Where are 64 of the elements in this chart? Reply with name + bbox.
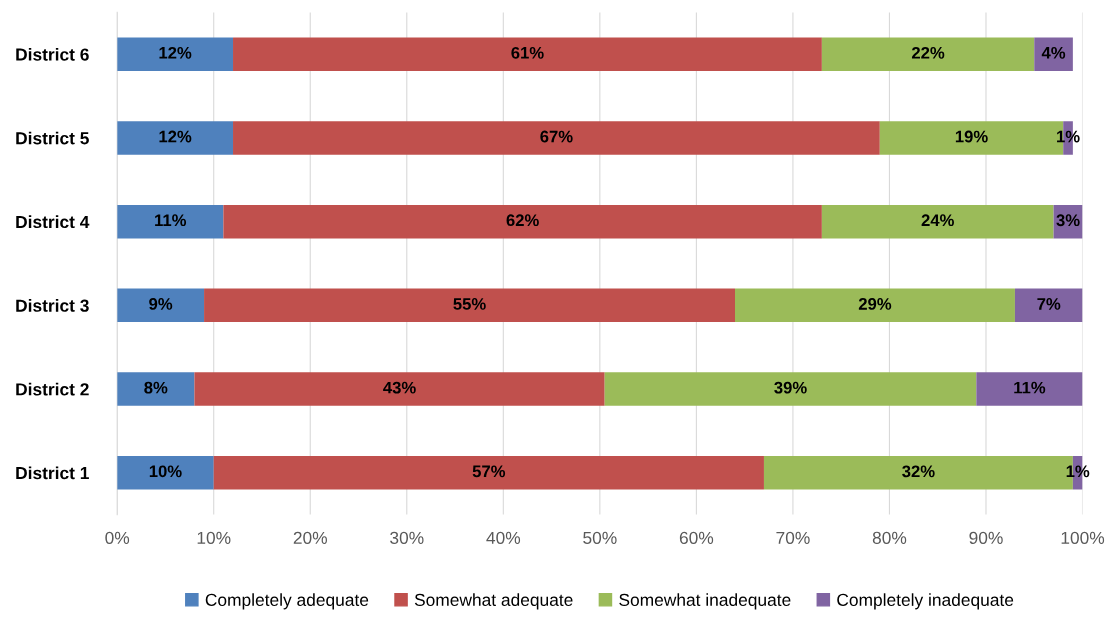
bar <box>213 456 764 490</box>
bar <box>117 121 234 155</box>
data-label: 1% <box>1057 130 1080 143</box>
data-label: 12% <box>159 130 192 143</box>
bar <box>604 372 977 406</box>
data-label: 1% <box>1066 465 1090 478</box>
bar <box>976 372 1083 406</box>
y-tick-label: District 5 <box>16 131 89 145</box>
data-label: 10% <box>149 465 182 478</box>
data-label: 67% <box>540 130 573 143</box>
data-label: 32% <box>902 465 935 478</box>
x-tick-label: 90% <box>969 531 1003 545</box>
x-tick-label: 50% <box>583 531 617 545</box>
y-tick-label: District 1 <box>16 466 89 480</box>
data-label: 57% <box>472 465 506 478</box>
data-label: 22% <box>911 46 945 59</box>
bar <box>117 372 195 406</box>
data-label: 61% <box>511 46 544 59</box>
bar <box>194 372 605 406</box>
bar <box>821 37 1035 71</box>
data-label: 62% <box>506 214 539 227</box>
bar <box>233 37 822 71</box>
data-label: 19% <box>955 130 988 143</box>
bar <box>735 288 1015 323</box>
data-label: 9% <box>149 298 173 310</box>
data-label: 39% <box>774 381 807 394</box>
x-tick-label: 10% <box>197 531 231 545</box>
bar <box>223 204 822 239</box>
x-tick-label: 20% <box>293 531 327 545</box>
data-label: 29% <box>858 298 892 310</box>
bar <box>117 456 214 490</box>
legend-label: Somewhat inadequate <box>619 593 791 610</box>
legend-label: Somewhat adequate <box>414 593 573 610</box>
legend-label: Completely adequate <box>205 593 369 610</box>
bar <box>1014 288 1083 323</box>
bar <box>204 288 735 323</box>
x-tick-label: 100% <box>1061 531 1105 545</box>
bar <box>821 204 1054 239</box>
data-label: 55% <box>453 298 486 310</box>
bar <box>117 37 234 71</box>
data-label: 8% <box>144 381 168 394</box>
data-label: 11% <box>155 214 187 227</box>
bar <box>233 121 880 155</box>
data-label: 4% <box>1041 46 1066 59</box>
bar <box>117 204 224 239</box>
data-label: 43% <box>383 381 416 394</box>
legend-label: Completely inadequate <box>837 593 1014 610</box>
x-tick-label: 0% <box>105 531 130 545</box>
bar <box>117 288 205 323</box>
bar <box>1034 37 1073 71</box>
data-label: 7% <box>1037 298 1061 310</box>
data-label: 12% <box>159 46 192 59</box>
x-tick-label: 60% <box>679 531 714 545</box>
y-tick-label: District 6 <box>16 47 89 61</box>
x-tick-label: 80% <box>872 531 907 545</box>
data-label: 3% <box>1056 214 1080 227</box>
y-tick-label: District 2 <box>16 382 89 396</box>
x-tick-label: 70% <box>776 531 810 545</box>
data-label: 24% <box>921 214 954 227</box>
x-tick-label: 40% <box>486 531 521 545</box>
y-tick-label: District 4 <box>16 215 90 229</box>
x-tick-label: 30% <box>390 531 424 545</box>
y-tick-label: District 3 <box>16 299 89 312</box>
data-label: 11% <box>1014 381 1046 394</box>
